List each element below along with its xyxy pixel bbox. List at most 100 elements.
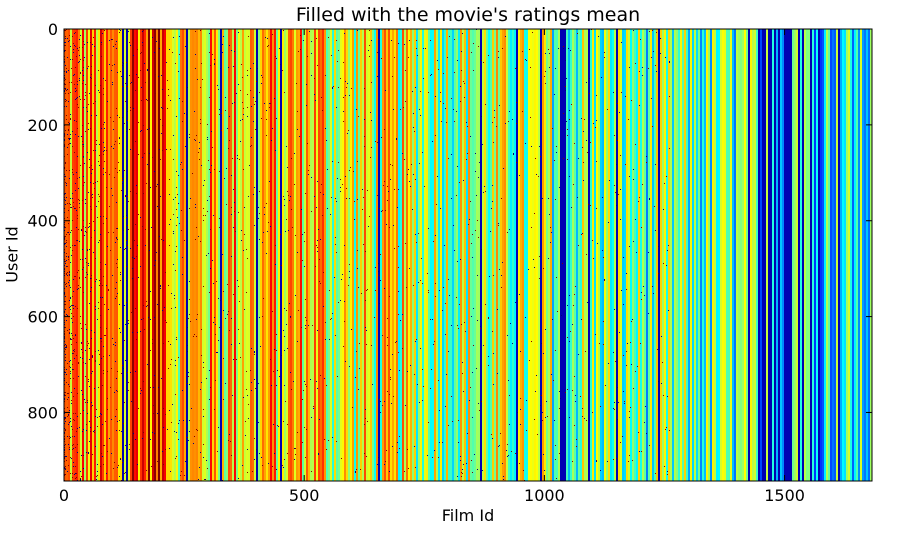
rating-dot bbox=[213, 322, 214, 323]
rating-dot bbox=[363, 197, 364, 198]
heatmap-column bbox=[620, 29, 622, 481]
rating-dot bbox=[344, 245, 345, 246]
rating-dot bbox=[629, 411, 630, 412]
rating-dot bbox=[119, 32, 120, 33]
rating-dot bbox=[116, 263, 117, 264]
rating-dot bbox=[273, 424, 274, 425]
rating-dot bbox=[136, 185, 137, 186]
heatmap-column bbox=[870, 29, 872, 481]
rating-dot bbox=[148, 287, 149, 288]
rating-dot bbox=[189, 134, 190, 135]
rating-dot bbox=[69, 139, 70, 140]
heatmap-column bbox=[670, 29, 672, 481]
rating-dot bbox=[79, 277, 80, 278]
rating-dot bbox=[65, 84, 66, 85]
rating-dot bbox=[70, 232, 71, 233]
heatmap-column bbox=[446, 29, 448, 481]
rating-dot bbox=[111, 188, 112, 189]
rating-dot bbox=[320, 192, 321, 193]
rating-dot bbox=[308, 170, 309, 171]
rating-dot bbox=[555, 68, 556, 69]
rating-dot bbox=[72, 296, 73, 297]
rating-dot bbox=[460, 259, 461, 260]
rating-dot bbox=[66, 274, 67, 275]
rating-dot bbox=[116, 41, 117, 42]
rating-dot bbox=[607, 461, 608, 462]
rating-dot bbox=[646, 162, 647, 163]
rating-dot bbox=[141, 87, 142, 88]
rating-dot bbox=[79, 78, 80, 79]
rating-dot bbox=[147, 164, 148, 165]
rating-dot bbox=[65, 466, 66, 467]
rating-dot bbox=[291, 209, 292, 210]
rating-dot bbox=[108, 309, 109, 310]
rating-dot bbox=[113, 121, 114, 122]
rating-dot bbox=[74, 351, 75, 352]
rating-dot bbox=[531, 341, 532, 342]
rating-dot bbox=[95, 306, 96, 307]
rating-dot bbox=[222, 52, 223, 53]
rating-dot bbox=[187, 345, 188, 346]
rating-dot bbox=[347, 83, 348, 84]
rating-dot bbox=[225, 383, 226, 384]
rating-dot bbox=[120, 274, 121, 275]
rating-dot bbox=[140, 131, 141, 132]
rating-dot bbox=[317, 65, 318, 66]
rating-dot bbox=[94, 230, 95, 231]
heatmap-column bbox=[458, 29, 460, 481]
rating-dot bbox=[482, 470, 483, 471]
rating-dot bbox=[515, 68, 516, 69]
heatmap-column bbox=[660, 29, 662, 481]
rating-dot bbox=[70, 306, 71, 307]
rating-dot bbox=[588, 204, 589, 205]
rating-dot bbox=[485, 104, 486, 105]
rating-dot bbox=[106, 218, 107, 219]
rating-dot bbox=[114, 64, 115, 65]
rating-dot bbox=[365, 418, 366, 419]
rating-dot bbox=[277, 425, 278, 426]
heatmap-column bbox=[680, 29, 682, 481]
rating-dot bbox=[80, 479, 81, 480]
heatmap-column bbox=[274, 29, 276, 481]
rating-dot bbox=[337, 376, 338, 377]
rating-dot bbox=[71, 333, 72, 334]
heatmap-column bbox=[614, 29, 616, 481]
rating-dot bbox=[614, 135, 615, 136]
heatmap-column bbox=[228, 29, 230, 481]
rating-dot bbox=[275, 56, 276, 57]
rating-dot bbox=[126, 131, 127, 132]
heatmap-column bbox=[682, 29, 684, 481]
rating-dot bbox=[84, 182, 85, 183]
rating-dot bbox=[317, 247, 318, 248]
rating-dot bbox=[595, 334, 596, 335]
heatmap-column bbox=[254, 29, 256, 481]
rating-dot bbox=[562, 263, 563, 264]
heatmap-column bbox=[602, 29, 604, 481]
rating-dot bbox=[217, 352, 218, 353]
rating-dot bbox=[75, 245, 76, 246]
rating-dot bbox=[502, 262, 503, 263]
rating-dot bbox=[70, 298, 71, 299]
rating-dot bbox=[66, 314, 67, 315]
x-tick-label: 1500 bbox=[764, 486, 805, 505]
rating-dot bbox=[94, 188, 95, 189]
rating-dot bbox=[147, 129, 148, 130]
rating-dot bbox=[418, 282, 419, 283]
rating-dot bbox=[281, 265, 282, 266]
rating-dot bbox=[187, 437, 188, 438]
rating-dot bbox=[238, 32, 239, 33]
heatmap-column bbox=[110, 29, 112, 481]
rating-dot bbox=[116, 238, 117, 239]
rating-dot bbox=[255, 129, 256, 130]
rating-dot bbox=[328, 440, 329, 441]
rating-dot bbox=[73, 444, 74, 445]
heatmap-column bbox=[158, 29, 160, 481]
heatmap-column bbox=[318, 29, 320, 481]
rating-dot bbox=[449, 295, 450, 296]
rating-dot bbox=[130, 107, 131, 108]
rating-dot bbox=[111, 453, 112, 454]
rating-dot bbox=[65, 263, 66, 264]
rating-dot bbox=[92, 169, 93, 170]
rating-dot bbox=[462, 373, 463, 374]
rating-dot bbox=[316, 245, 317, 246]
